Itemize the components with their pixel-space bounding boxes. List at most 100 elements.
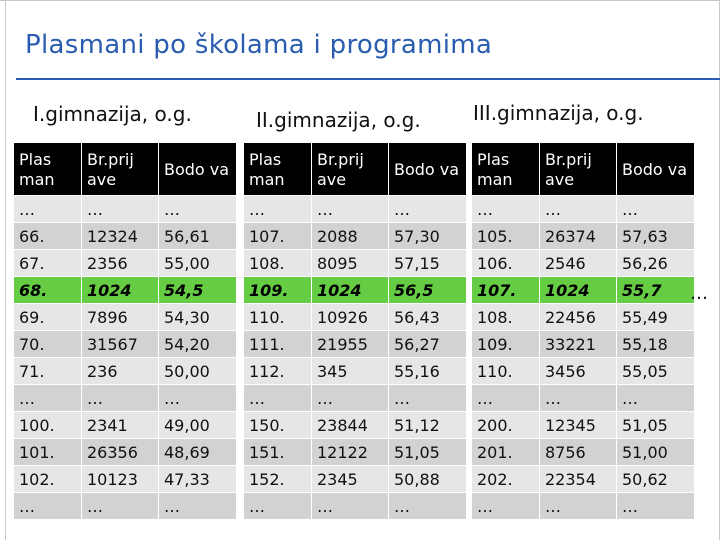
table-cell: 1024: [311, 276, 389, 304]
table-cell: 2345: [311, 465, 389, 493]
table-row: 69. 7896 54,30: [13, 303, 237, 331]
table-row: 111. 21955 56,27: [243, 330, 467, 358]
table-cell: 70.: [13, 330, 82, 358]
table-cell: …: [158, 492, 237, 520]
table-cell: 201.: [471, 438, 540, 466]
table-cell: 151.: [243, 438, 312, 466]
column-header: Br.prij ave: [311, 142, 389, 196]
table-cell: 68.: [13, 276, 82, 304]
table-row: ………: [471, 384, 695, 412]
column-header: Plas man: [243, 142, 312, 196]
table-cell: 50,00: [158, 357, 237, 385]
table-row: 67. 2356 55,00: [13, 249, 237, 277]
table-cell: 22354: [539, 465, 617, 493]
table-row: 70. 31567 54,20: [13, 330, 237, 358]
table-cell: 110.: [243, 303, 312, 331]
table-cell: 51,05: [616, 411, 695, 439]
table-cell: 56,5: [388, 276, 467, 304]
table-cell: 33221: [539, 330, 617, 358]
table-cell: …: [471, 384, 540, 412]
table-cell: 47,33: [158, 465, 237, 493]
table-cell: 57,63: [616, 222, 695, 250]
table-cell: 55,49: [616, 303, 695, 331]
table-cell: …: [471, 492, 540, 520]
table-cell: 55,05: [616, 357, 695, 385]
table-header-row: Plas man Br.prij ave Bodo va: [13, 142, 237, 196]
slide-frame-left-line: [5, 0, 6, 540]
table-cell: …: [81, 492, 159, 520]
table-cell: 54,20: [158, 330, 237, 358]
table-cell: 57,30: [388, 222, 467, 250]
table-row: ………: [243, 195, 467, 223]
table-cell: 54,30: [158, 303, 237, 331]
table-cell: 56,27: [388, 330, 467, 358]
table-cell: 2341: [81, 411, 159, 439]
table-cell: 106.: [471, 249, 540, 277]
table-cell: 49,00: [158, 411, 237, 439]
table-cell: …: [158, 384, 237, 412]
table-cell: 108.: [471, 303, 540, 331]
table-cell: 56,26: [616, 249, 695, 277]
column-header: Br.prij ave: [81, 142, 159, 196]
column-header: Plas man: [471, 142, 540, 196]
table-heading-1: I.gimnazija, o.g.: [33, 102, 192, 126]
table-cell: …: [13, 492, 82, 520]
column-header: Bodo va: [388, 142, 467, 196]
table-row: 101. 26356 48,69: [13, 438, 237, 466]
table-cell: 56,43: [388, 303, 467, 331]
table-cell: 55,7: [616, 276, 695, 304]
table-cell: …: [311, 492, 389, 520]
table-row: ………: [13, 195, 237, 223]
table-cell: 66.: [13, 222, 82, 250]
table-cell: 150.: [243, 411, 312, 439]
table-cell: 105.: [471, 222, 540, 250]
table-header-row: Plas man Br.prij ave Bodo va: [471, 142, 695, 196]
table-cell: 7896: [81, 303, 159, 331]
table-cell: 236: [81, 357, 159, 385]
table-cell: 102.: [13, 465, 82, 493]
table-row: 102. 10123 47,33: [13, 465, 237, 493]
ranking-table-1: Plas man Br.prij ave Bodo va……… 66. 12324 56,…: [13, 142, 237, 520]
table-row: 109. 33221 55,18: [471, 330, 695, 358]
table-cell: 108.: [243, 249, 312, 277]
table-cell: 12324: [81, 222, 159, 250]
table-cell: 26374: [539, 222, 617, 250]
table-row: 150. 23844 51,12: [243, 411, 467, 439]
table-cell: …: [616, 384, 695, 412]
table-heading-2: II.gimnazija, o.g.: [256, 108, 421, 132]
table-cell: 10926: [311, 303, 389, 331]
table-row: 66. 12324 56,61: [13, 222, 237, 250]
more-ellipsis: …: [690, 283, 708, 304]
table-row: ………: [471, 195, 695, 223]
highlighted-row: 107. 1024 55,7: [471, 276, 695, 304]
table-cell: …: [311, 384, 389, 412]
table-cell: 69.: [13, 303, 82, 331]
table-cell: …: [539, 195, 617, 223]
table-cell: 57,15: [388, 249, 467, 277]
table-row: 106. 2546 56,26: [471, 249, 695, 277]
table-cell: …: [243, 195, 312, 223]
highlighted-row: 109. 1024 56,5: [243, 276, 467, 304]
table-row: 71. 236 50,00: [13, 357, 237, 385]
table-cell: …: [616, 195, 695, 223]
table-cell: 55,00: [158, 249, 237, 277]
table-cell: 71.: [13, 357, 82, 385]
table-cell: …: [158, 195, 237, 223]
table-row: 105. 26374 57,63: [471, 222, 695, 250]
table-row: 110. 3456 55,05: [471, 357, 695, 385]
table-cell: 8095: [311, 249, 389, 277]
table-row: 201. 8756 51,00: [471, 438, 695, 466]
table-cell: 110.: [471, 357, 540, 385]
table-row: 100. 2341 49,00: [13, 411, 237, 439]
page-title: Plasmani po školama i programima: [25, 30, 493, 60]
table-row: 107. 2088 57,30: [243, 222, 467, 250]
table-header-row: Plas man Br.prij ave Bodo va: [243, 142, 467, 196]
table-cell: 2088: [311, 222, 389, 250]
table-heading-3: III.gimnazija, o.g.: [473, 101, 644, 125]
table-cell: 8756: [539, 438, 617, 466]
table-cell: 202.: [471, 465, 540, 493]
table-cell: …: [243, 384, 312, 412]
table-cell: 22456: [539, 303, 617, 331]
table-cell: 100.: [13, 411, 82, 439]
column-header: Bodo va: [158, 142, 237, 196]
